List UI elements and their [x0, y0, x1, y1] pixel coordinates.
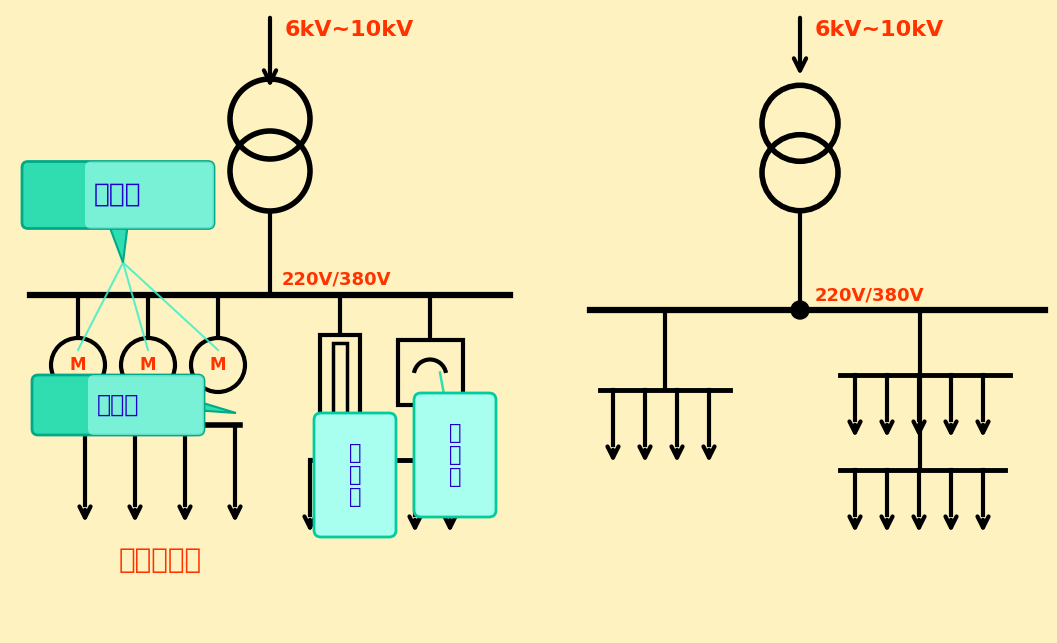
- Text: 动力或照明: 动力或照明: [118, 546, 202, 574]
- Text: M: M: [70, 356, 87, 374]
- Circle shape: [120, 338, 175, 392]
- FancyBboxPatch shape: [88, 375, 204, 435]
- Circle shape: [791, 301, 809, 319]
- Bar: [320, 335, 360, 425]
- Text: 6kV~10kV: 6kV~10kV: [285, 20, 414, 40]
- Bar: [397, 340, 463, 405]
- Text: 6kV~10kV: 6kV~10kV: [815, 20, 944, 40]
- Text: 配电箱: 配电箱: [97, 393, 140, 417]
- Text: M: M: [209, 356, 226, 374]
- FancyBboxPatch shape: [32, 375, 204, 435]
- Text: 电
弧
炉: 电 弧 炉: [449, 423, 461, 487]
- Circle shape: [191, 338, 245, 392]
- Text: 220V/380V: 220V/380V: [282, 271, 391, 289]
- Text: M: M: [140, 356, 156, 374]
- Polygon shape: [193, 400, 236, 413]
- FancyBboxPatch shape: [85, 161, 214, 228]
- Text: 电
阻
炉: 电 阻 炉: [349, 444, 361, 507]
- FancyBboxPatch shape: [414, 393, 496, 517]
- Circle shape: [51, 338, 105, 392]
- Text: 电动机: 电动机: [94, 182, 142, 208]
- Text: 220V/380V: 220V/380V: [815, 286, 925, 304]
- FancyBboxPatch shape: [22, 161, 214, 228]
- FancyBboxPatch shape: [314, 413, 396, 537]
- Polygon shape: [108, 222, 128, 262]
- Bar: [333, 343, 347, 417]
